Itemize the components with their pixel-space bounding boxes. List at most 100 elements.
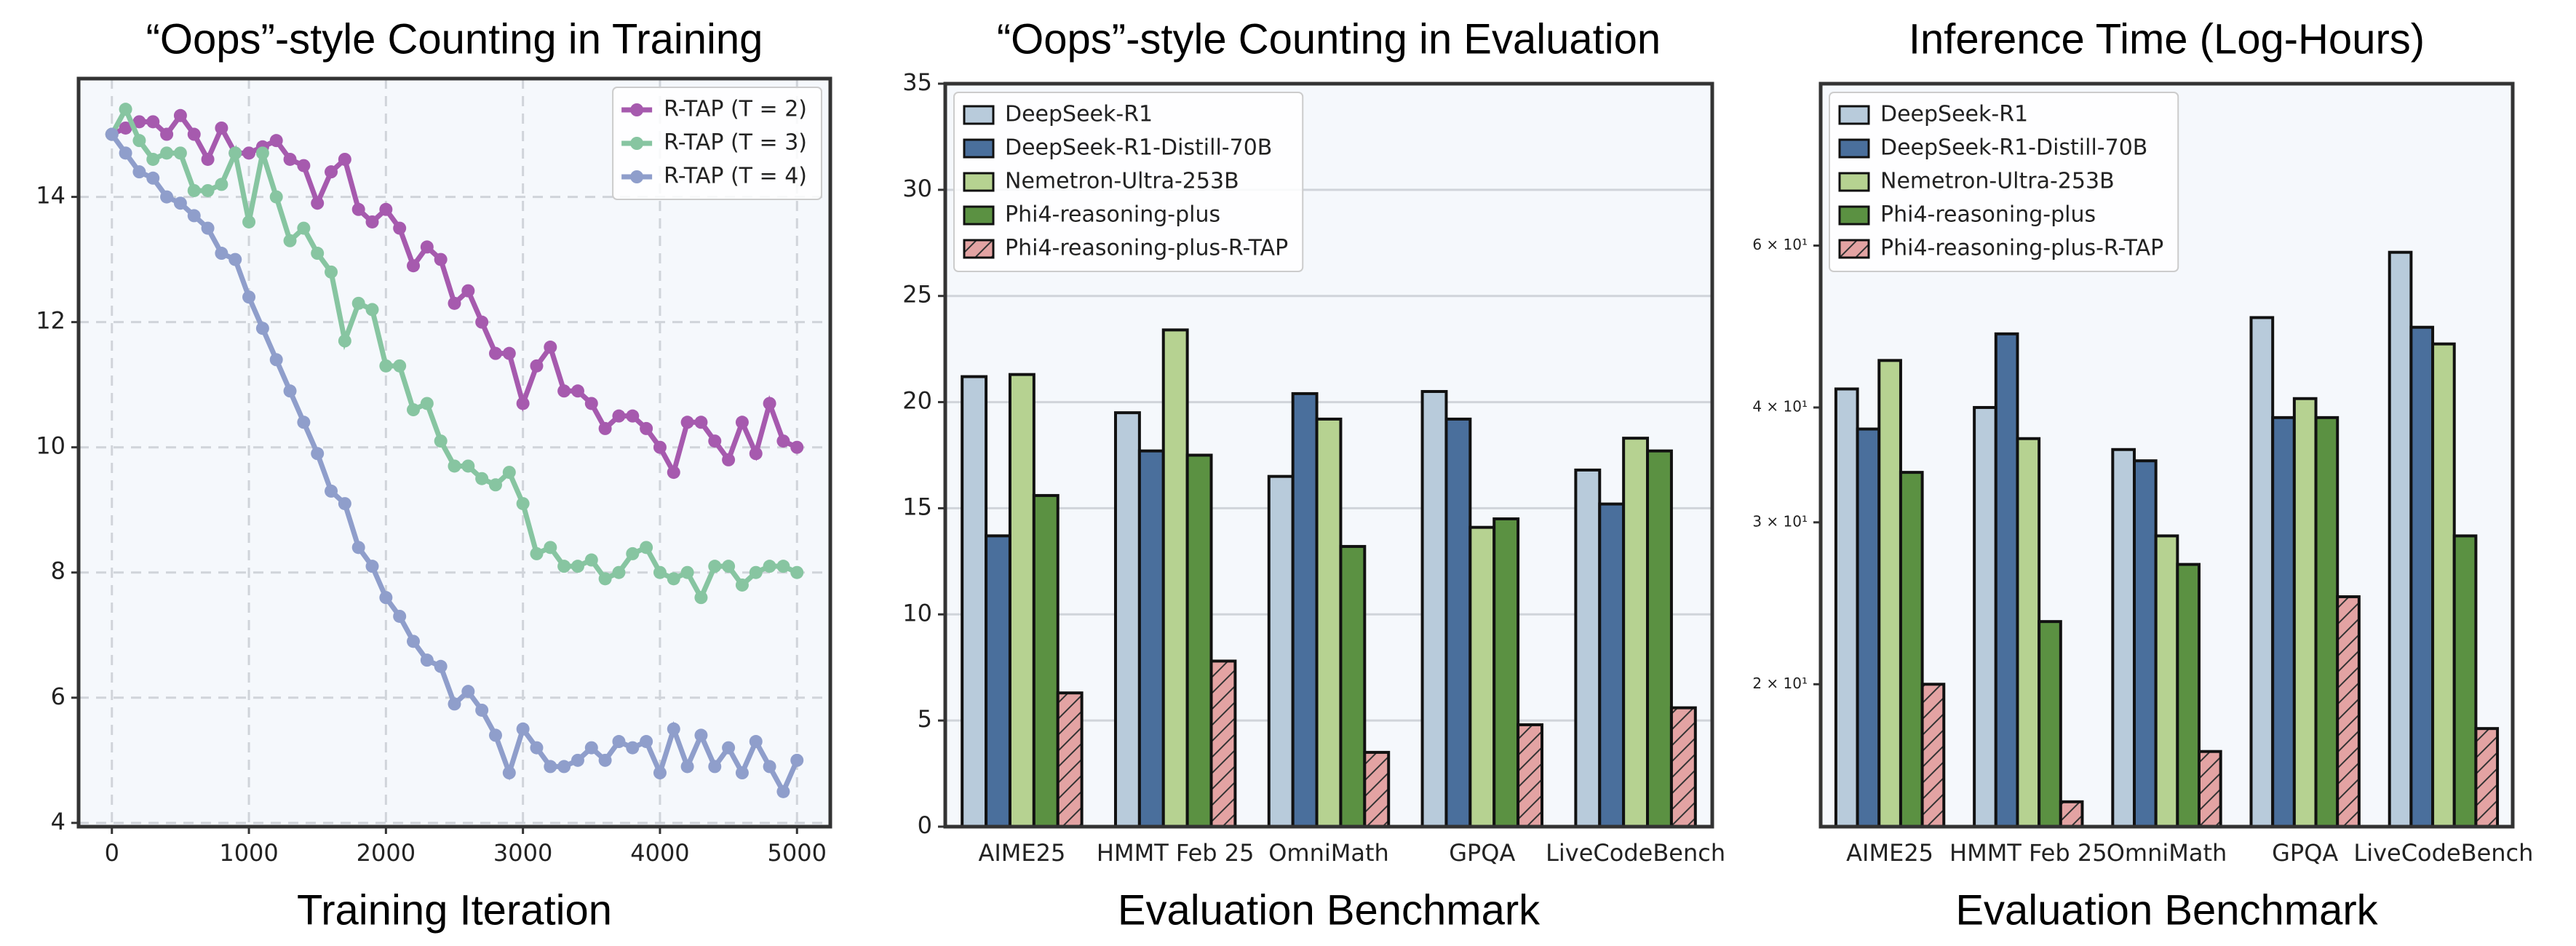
legend-label: Nemetron-Ultra-253B: [1880, 169, 2115, 194]
legend-label: Phi4-reasoning-plus-R-TAP: [1005, 236, 1288, 261]
y-tick-label: 4 × 10¹: [1752, 397, 1808, 415]
bar: [1646, 449, 1673, 828]
point: [325, 265, 338, 279]
legend-swatch: [963, 138, 995, 159]
bar: [1994, 332, 2019, 828]
point: [475, 703, 489, 717]
point: [393, 359, 407, 373]
legend-label: R-TAP (T = 4): [664, 164, 807, 189]
point: [694, 416, 708, 429]
point: [311, 447, 325, 461]
point: [351, 202, 365, 216]
bar: [1161, 328, 1189, 829]
point: [475, 315, 489, 329]
point: [626, 546, 640, 560]
chart-title: Inference Time (Log-Hours): [1909, 15, 2425, 63]
point: [735, 766, 749, 780]
point: [722, 741, 736, 755]
bar: [1622, 437, 1650, 828]
point: [187, 183, 201, 197]
point: [763, 397, 776, 410]
x-tick-label: 5000: [768, 839, 827, 867]
bar: [1008, 373, 1035, 828]
bar: [2249, 316, 2275, 828]
point: [215, 178, 228, 191]
point: [215, 247, 228, 261]
x-tick-label: LiveCodeBench: [2353, 839, 2533, 867]
point: [461, 284, 475, 298]
point: [571, 753, 584, 767]
point: [365, 215, 379, 228]
x-axis-label: Evaluation Benchmark: [1118, 886, 1541, 934]
point: [420, 653, 434, 667]
axes-frame: [76, 76, 832, 829]
x-tick-label: 4000: [630, 839, 689, 867]
point: [612, 565, 626, 579]
point: [160, 127, 174, 141]
point: [557, 760, 571, 774]
point: [379, 202, 393, 216]
point: [297, 159, 311, 172]
point: [667, 722, 680, 736]
bar: [1185, 453, 1213, 828]
point: [653, 565, 667, 579]
legend: R-TAP (T = 2) R-TAP (T = 3) R-TAP (T = 4): [612, 87, 822, 200]
point: [393, 221, 407, 235]
point: [584, 397, 598, 410]
point: [516, 497, 530, 511]
x-tick-label: 2000: [357, 839, 416, 867]
legend-box: [612, 87, 822, 200]
bar: [2154, 534, 2179, 828]
point: [201, 152, 215, 166]
point: [680, 416, 694, 429]
point: [351, 541, 365, 555]
point: [434, 253, 448, 266]
point: [325, 165, 338, 179]
point: [146, 152, 160, 166]
bar: [1032, 493, 1060, 828]
bar: [1516, 723, 1544, 829]
bar: [1574, 468, 1602, 828]
bar: [2132, 459, 2158, 828]
x-tick-label: 3000: [493, 839, 552, 867]
y-tick-label: 6 × 10¹: [1752, 236, 1808, 253]
point: [626, 741, 640, 755]
point: [763, 560, 776, 573]
bar: [1420, 389, 1448, 828]
point: [735, 416, 749, 429]
point: [132, 134, 146, 148]
legend-swatch: [963, 205, 995, 226]
legend: DeepSeek-R1 DeepSeek-R1-Distill-70B Nemetr…: [953, 92, 1304, 272]
point: [776, 784, 790, 798]
y-tick-label: 30: [902, 175, 932, 202]
point: [461, 459, 475, 473]
bar: [2176, 563, 2201, 828]
legend-label: Phi4-reasoning-plus: [1880, 202, 2096, 228]
point: [708, 560, 722, 573]
x-axis-label: Evaluation Benchmark: [1955, 886, 2378, 934]
bar: [1973, 405, 1997, 828]
point: [461, 685, 475, 699]
point: [434, 434, 448, 448]
x-tick-label: GPQA: [2272, 839, 2338, 867]
point: [434, 659, 448, 673]
point: [708, 760, 722, 774]
y-tick-label: 5: [918, 705, 932, 733]
y-tick-label: 20: [902, 387, 932, 415]
bar: [2388, 250, 2413, 828]
point: [708, 434, 722, 448]
point: [393, 609, 407, 623]
x-tick-label: LiveCodeBench: [1546, 839, 1725, 867]
point: [763, 760, 776, 774]
point: [640, 421, 653, 435]
chart-panel: “Oops”-style Counting in Training Trainin…: [36, 15, 832, 934]
point: [283, 234, 297, 247]
point: [297, 416, 311, 429]
point: [228, 253, 242, 266]
point: [146, 171, 160, 185]
point: [132, 165, 146, 179]
bar: [1291, 391, 1319, 828]
point: [407, 259, 421, 273]
point: [448, 697, 461, 711]
bar: [1315, 417, 1343, 828]
